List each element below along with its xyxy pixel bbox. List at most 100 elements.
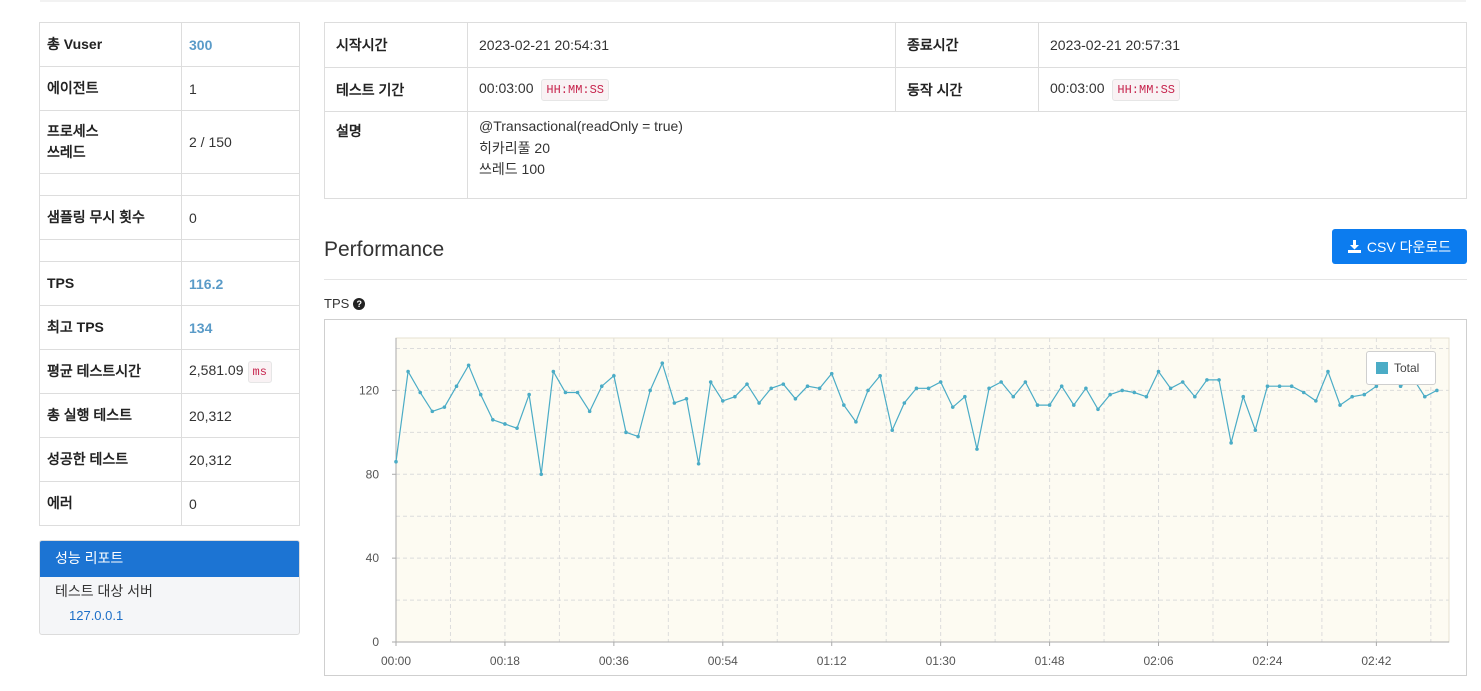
data-point bbox=[696, 461, 701, 466]
summary-value: 134 bbox=[181, 305, 300, 350]
legend-swatch bbox=[1376, 362, 1388, 374]
data-point bbox=[1205, 378, 1209, 382]
start-time-value: 2023-02-21 20:54:31 bbox=[467, 22, 896, 68]
data-point bbox=[515, 426, 519, 430]
summary-value-text: 134 bbox=[189, 319, 213, 336]
data-point bbox=[829, 371, 834, 376]
summary-value-text: 1 bbox=[189, 80, 197, 97]
run-time-value: 00:03:00 bbox=[1050, 79, 1105, 96]
data-point bbox=[866, 388, 870, 393]
data-point bbox=[987, 386, 991, 391]
data-point bbox=[1277, 384, 1282, 389]
summary-row bbox=[39, 239, 300, 262]
summary-value bbox=[181, 239, 300, 262]
duration-cell: 00:03:00 HH:MM:SS bbox=[467, 67, 896, 112]
end-time-label: 종료시간 bbox=[895, 22, 1039, 68]
data-point bbox=[1314, 399, 1318, 403]
data-point bbox=[575, 390, 580, 395]
data-point bbox=[527, 392, 531, 397]
data-point bbox=[975, 447, 979, 451]
x-tick-label: 01:30 bbox=[926, 654, 956, 668]
data-point bbox=[551, 369, 556, 374]
data-point bbox=[842, 403, 846, 407]
data-point bbox=[406, 369, 410, 374]
summary-row: 총 실행 테스트 20,312 bbox=[39, 393, 300, 438]
data-point bbox=[684, 397, 689, 401]
data-point bbox=[503, 422, 507, 426]
help-icon[interactable]: ? bbox=[353, 297, 366, 310]
summary-value: 300 bbox=[181, 22, 300, 67]
x-tick-label: 00:18 bbox=[490, 654, 520, 668]
summary-value: 0 bbox=[181, 481, 300, 526]
summary-value: 20,312 bbox=[181, 393, 300, 438]
data-point bbox=[1338, 403, 1342, 407]
summary-row bbox=[39, 173, 300, 196]
nav-performance-report[interactable]: 성능 리포트 bbox=[40, 541, 299, 577]
data-point bbox=[1229, 441, 1233, 445]
data-point bbox=[1362, 392, 1367, 397]
data-point bbox=[1168, 386, 1173, 391]
data-point bbox=[1108, 392, 1112, 397]
summary-row: 에러 0 bbox=[39, 481, 300, 526]
nav-server-link[interactable]: 127.0.0.1 bbox=[69, 608, 124, 623]
run-time-unit-badge: HH:MM:SS bbox=[1112, 78, 1180, 101]
data-point bbox=[1120, 388, 1125, 393]
data-point bbox=[442, 405, 447, 409]
data-point bbox=[587, 409, 592, 414]
data-point bbox=[733, 394, 737, 399]
data-point bbox=[1132, 390, 1137, 395]
summary-key: 성공한 테스트 bbox=[39, 437, 182, 482]
description-line: 히카리풀 20 bbox=[479, 139, 550, 156]
data-point bbox=[599, 384, 604, 389]
data-point bbox=[950, 405, 955, 409]
nav-target-server[interactable]: 테스트 대상 서버 bbox=[55, 583, 153, 599]
duration-value: 00:03:00 bbox=[479, 79, 534, 96]
data-point bbox=[854, 420, 858, 424]
summary-key: 총 실행 테스트 bbox=[39, 393, 182, 438]
csv-download-button[interactable]: CSV 다운로드 bbox=[1332, 229, 1467, 264]
data-point bbox=[938, 380, 943, 384]
data-point bbox=[636, 434, 640, 439]
data-point bbox=[1398, 384, 1403, 389]
performance-title: Performance bbox=[324, 238, 445, 261]
report-nav-panel: 성능 리포트 테스트 대상 서버 127.0.0.1 bbox=[39, 540, 300, 635]
data-point bbox=[1084, 386, 1088, 391]
summary-key: 에러 bbox=[39, 481, 182, 526]
description-line: @Transactional(readOnly = true) bbox=[479, 118, 683, 134]
summary-value-text: 2,581.09 bbox=[189, 361, 244, 378]
data-point bbox=[491, 417, 495, 422]
y-tick-label: 80 bbox=[366, 467, 380, 481]
data-point bbox=[454, 384, 459, 389]
summary-value-text: 20,312 bbox=[189, 407, 232, 424]
data-point bbox=[914, 386, 919, 391]
summary-table: 총 Vuser 300 에이전트 1 프로세스 쓰레드 2 / 150 샘플링 무시 횟수 0… bbox=[39, 22, 300, 526]
data-point bbox=[1289, 384, 1294, 389]
summary-key bbox=[39, 239, 182, 262]
y-tick-label: 120 bbox=[359, 383, 379, 397]
tps-chart-label: TPS ? bbox=[324, 296, 366, 311]
chart-legend[interactable]: Total bbox=[1366, 351, 1436, 385]
description-label: 설명 bbox=[324, 111, 468, 199]
summary-key: 평균 테스트시간 bbox=[39, 349, 182, 394]
data-point bbox=[1253, 428, 1258, 433]
summary-value-text: 0 bbox=[189, 495, 197, 512]
data-point bbox=[1071, 403, 1076, 407]
data-point bbox=[624, 430, 628, 435]
data-point bbox=[418, 390, 423, 395]
description-value: @Transactional(readOnly = true) 히카리풀 20 … bbox=[467, 111, 1467, 199]
data-point bbox=[660, 361, 665, 365]
data-point bbox=[781, 382, 786, 386]
top-divider bbox=[40, 0, 1466, 2]
data-point bbox=[745, 382, 749, 386]
summary-value: 1 bbox=[181, 66, 300, 111]
tps-chart-svg: 0 40 80 120 00:00 00:18 00:36 00:54 01:12 01:30 01… bbox=[359, 337, 1450, 668]
data-point bbox=[1059, 384, 1064, 389]
data-point bbox=[1374, 384, 1379, 389]
data-point bbox=[1047, 403, 1052, 407]
data-point bbox=[963, 394, 967, 399]
data-point bbox=[999, 380, 1003, 384]
data-point bbox=[394, 459, 398, 464]
summary-value: 2,581.09 ms bbox=[181, 349, 300, 394]
summary-row: 평균 테스트시간 2,581.09 ms bbox=[39, 349, 300, 394]
data-point bbox=[563, 390, 568, 395]
